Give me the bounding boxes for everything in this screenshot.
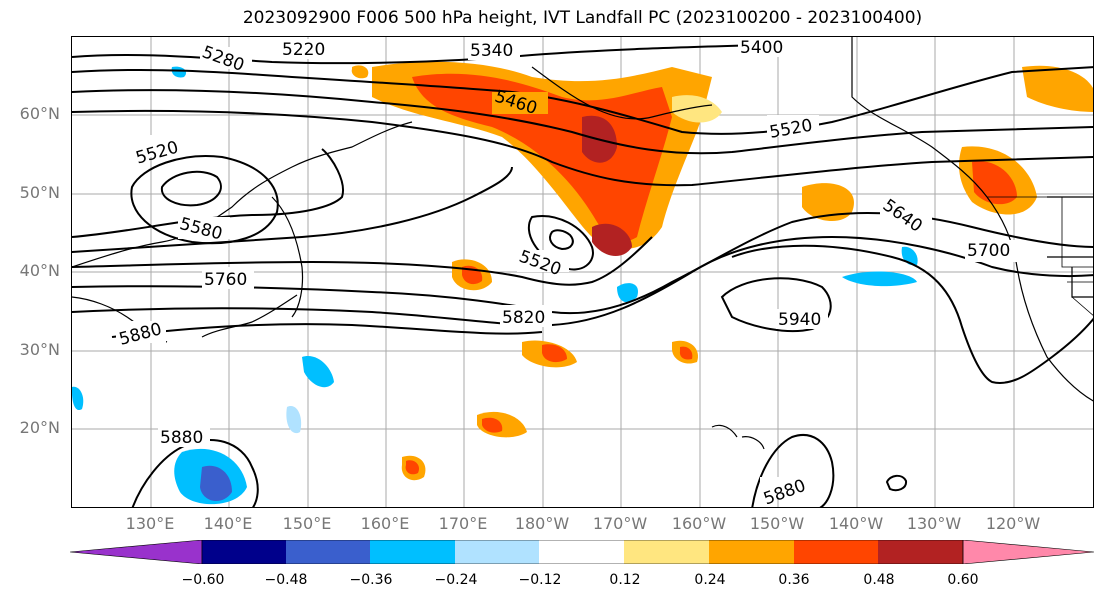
colorbar-tick: −0.60	[181, 572, 225, 588]
lat-label: 40°N	[19, 261, 60, 280]
height-contours	[72, 44, 1093, 507]
lat-label: 50°N	[19, 183, 60, 202]
contour-label: 5880	[160, 428, 203, 448]
contour-label: 5640	[879, 196, 926, 237]
ivt-positive-shading	[351, 61, 1093, 481]
lon-label: 170°E	[438, 514, 488, 533]
colorbar-tick: 0.60	[947, 572, 979, 588]
ivt-negative-shading	[72, 66, 918, 505]
lon-label: 120°W	[985, 514, 1041, 533]
colorbar-tick: 0.36	[778, 572, 810, 588]
colorbar-extend-left	[70, 540, 203, 564]
map-canvas: 5280 5220 5340 5400 5460 5520 5520 5520 …	[72, 37, 1093, 507]
contour-label: 5760	[204, 270, 247, 290]
contour-label: 5400	[740, 38, 783, 58]
colorbar-bin	[709, 540, 794, 564]
lon-label: 130°W	[906, 514, 962, 533]
colorbar-tick: 0.12	[609, 572, 641, 588]
lon-label: 130°E	[125, 514, 175, 533]
colorbar-bin	[455, 540, 539, 564]
colorbar-extend-right	[962, 540, 1095, 564]
colorbar-bin	[878, 540, 963, 564]
contour-label: 5220	[282, 40, 325, 60]
lon-label: 160°W	[671, 514, 727, 533]
political-borders	[851, 37, 1093, 316]
lon-label: 170°W	[592, 514, 648, 533]
colorbar-bin	[624, 540, 709, 564]
lon-label: 150°W	[749, 514, 805, 533]
figure-title: 2023092900 F006 500 hPa height, IVT Land…	[242, 8, 923, 28]
colorbar-tick: −0.48	[264, 572, 308, 588]
colorbar-bin	[539, 540, 624, 564]
colorbar-bin	[370, 540, 455, 564]
lat-label: 30°N	[19, 340, 60, 359]
lat-label: 60°N	[19, 104, 60, 123]
lon-label: 140°W	[828, 514, 884, 533]
colorbar	[70, 540, 1095, 564]
colorbar-tick: 0.24	[694, 572, 726, 588]
contour-label: 5700	[967, 241, 1010, 261]
lon-label: 140°E	[203, 514, 253, 533]
lon-label: 150°E	[282, 514, 332, 533]
lat-label: 20°N	[19, 418, 60, 437]
colorbar-bin	[286, 540, 370, 564]
colorbar-tick: 0.48	[863, 572, 895, 588]
colorbar-tick: −0.24	[434, 572, 478, 588]
colorbar-bin	[202, 540, 286, 564]
lon-label: 180°W	[514, 514, 570, 533]
contour-label: 5940	[778, 310, 821, 330]
map-panel: 5280 5220 5340 5400 5460 5520 5520 5520 …	[71, 36, 1094, 508]
contour-label: 5820	[502, 308, 545, 328]
colorbar-tick: −0.12	[518, 572, 562, 588]
colorbar-bin	[794, 540, 878, 564]
contour-label: 5340	[470, 41, 513, 61]
lon-label: 160°E	[360, 514, 410, 533]
colorbar-tick: −0.36	[349, 572, 393, 588]
contour-label-group: 5280 5220 5340 5400 5460 5520 5520 5520 …	[116, 37, 1017, 507]
